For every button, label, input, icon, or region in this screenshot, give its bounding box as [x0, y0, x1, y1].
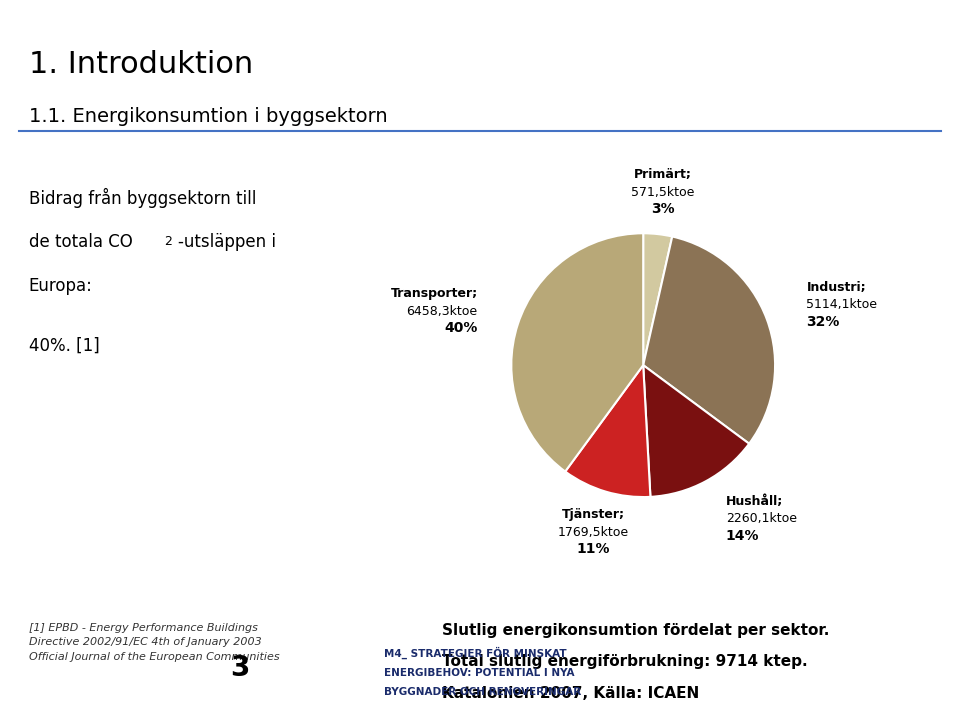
Text: [1] EPBD - Energy Performance Buildings
Directive 2002/91/EC 4th of January 2003: [1] EPBD - Energy Performance Buildings … [29, 623, 279, 662]
Text: -utsläppen i: -utsläppen i [178, 233, 276, 251]
Wedge shape [512, 233, 643, 472]
Wedge shape [565, 365, 651, 497]
Text: 1769,5ktoe: 1769,5ktoe [558, 526, 629, 538]
Text: Bidrag från byggsektorn till: Bidrag från byggsektorn till [29, 188, 256, 208]
Wedge shape [643, 365, 749, 497]
Text: Tjänster;: Tjänster; [563, 508, 625, 521]
Text: 6458,3ktoe: 6458,3ktoe [407, 304, 478, 317]
Text: Hushåll;: Hushåll; [726, 495, 783, 508]
Text: 11%: 11% [577, 542, 611, 556]
Text: 2260,1ktoe: 2260,1ktoe [726, 512, 797, 525]
Text: de totala CO: de totala CO [29, 233, 132, 251]
Text: ENERGIBEHOV: POTENTIAL I NYA: ENERGIBEHOV: POTENTIAL I NYA [384, 667, 574, 677]
Text: 3%: 3% [651, 203, 674, 216]
Wedge shape [643, 233, 672, 365]
Text: 5114,1ktoe: 5114,1ktoe [806, 298, 877, 311]
Wedge shape [643, 236, 775, 444]
Text: 571,5ktoe: 571,5ktoe [631, 185, 694, 198]
Text: 1.1. Energikonsumtion i byggsektorn: 1.1. Energikonsumtion i byggsektorn [29, 107, 388, 126]
Text: 2: 2 [164, 236, 172, 248]
Text: Transporter;: Transporter; [391, 287, 478, 300]
Text: M4_ STRATEGIER FÖR MINSKAT: M4_ STRATEGIER FÖR MINSKAT [384, 647, 566, 659]
Text: 40%. [1]: 40%. [1] [29, 337, 100, 355]
Text: Total slutlig energiförbrukning: 9714 ktep.: Total slutlig energiförbrukning: 9714 kt… [442, 654, 807, 669]
Text: Slutlig energikonsumtion fördelat per sektor.: Slutlig energikonsumtion fördelat per se… [442, 623, 829, 638]
Text: 40%: 40% [444, 321, 478, 335]
Text: Primärt;: Primärt; [634, 168, 691, 181]
Text: 1. Introduktion: 1. Introduktion [29, 50, 253, 79]
Text: 32%: 32% [806, 315, 840, 329]
Text: 14%: 14% [726, 528, 759, 543]
Text: Katalonien 2007, Källa: ICAEN: Katalonien 2007, Källa: ICAEN [442, 686, 699, 701]
Text: 3: 3 [230, 654, 250, 682]
Text: Industri;: Industri; [806, 281, 866, 294]
Text: BYGGNADER OCH RENOVERINGAR: BYGGNADER OCH RENOVERINGAR [384, 687, 581, 697]
Text: Europa:: Europa: [29, 277, 93, 295]
